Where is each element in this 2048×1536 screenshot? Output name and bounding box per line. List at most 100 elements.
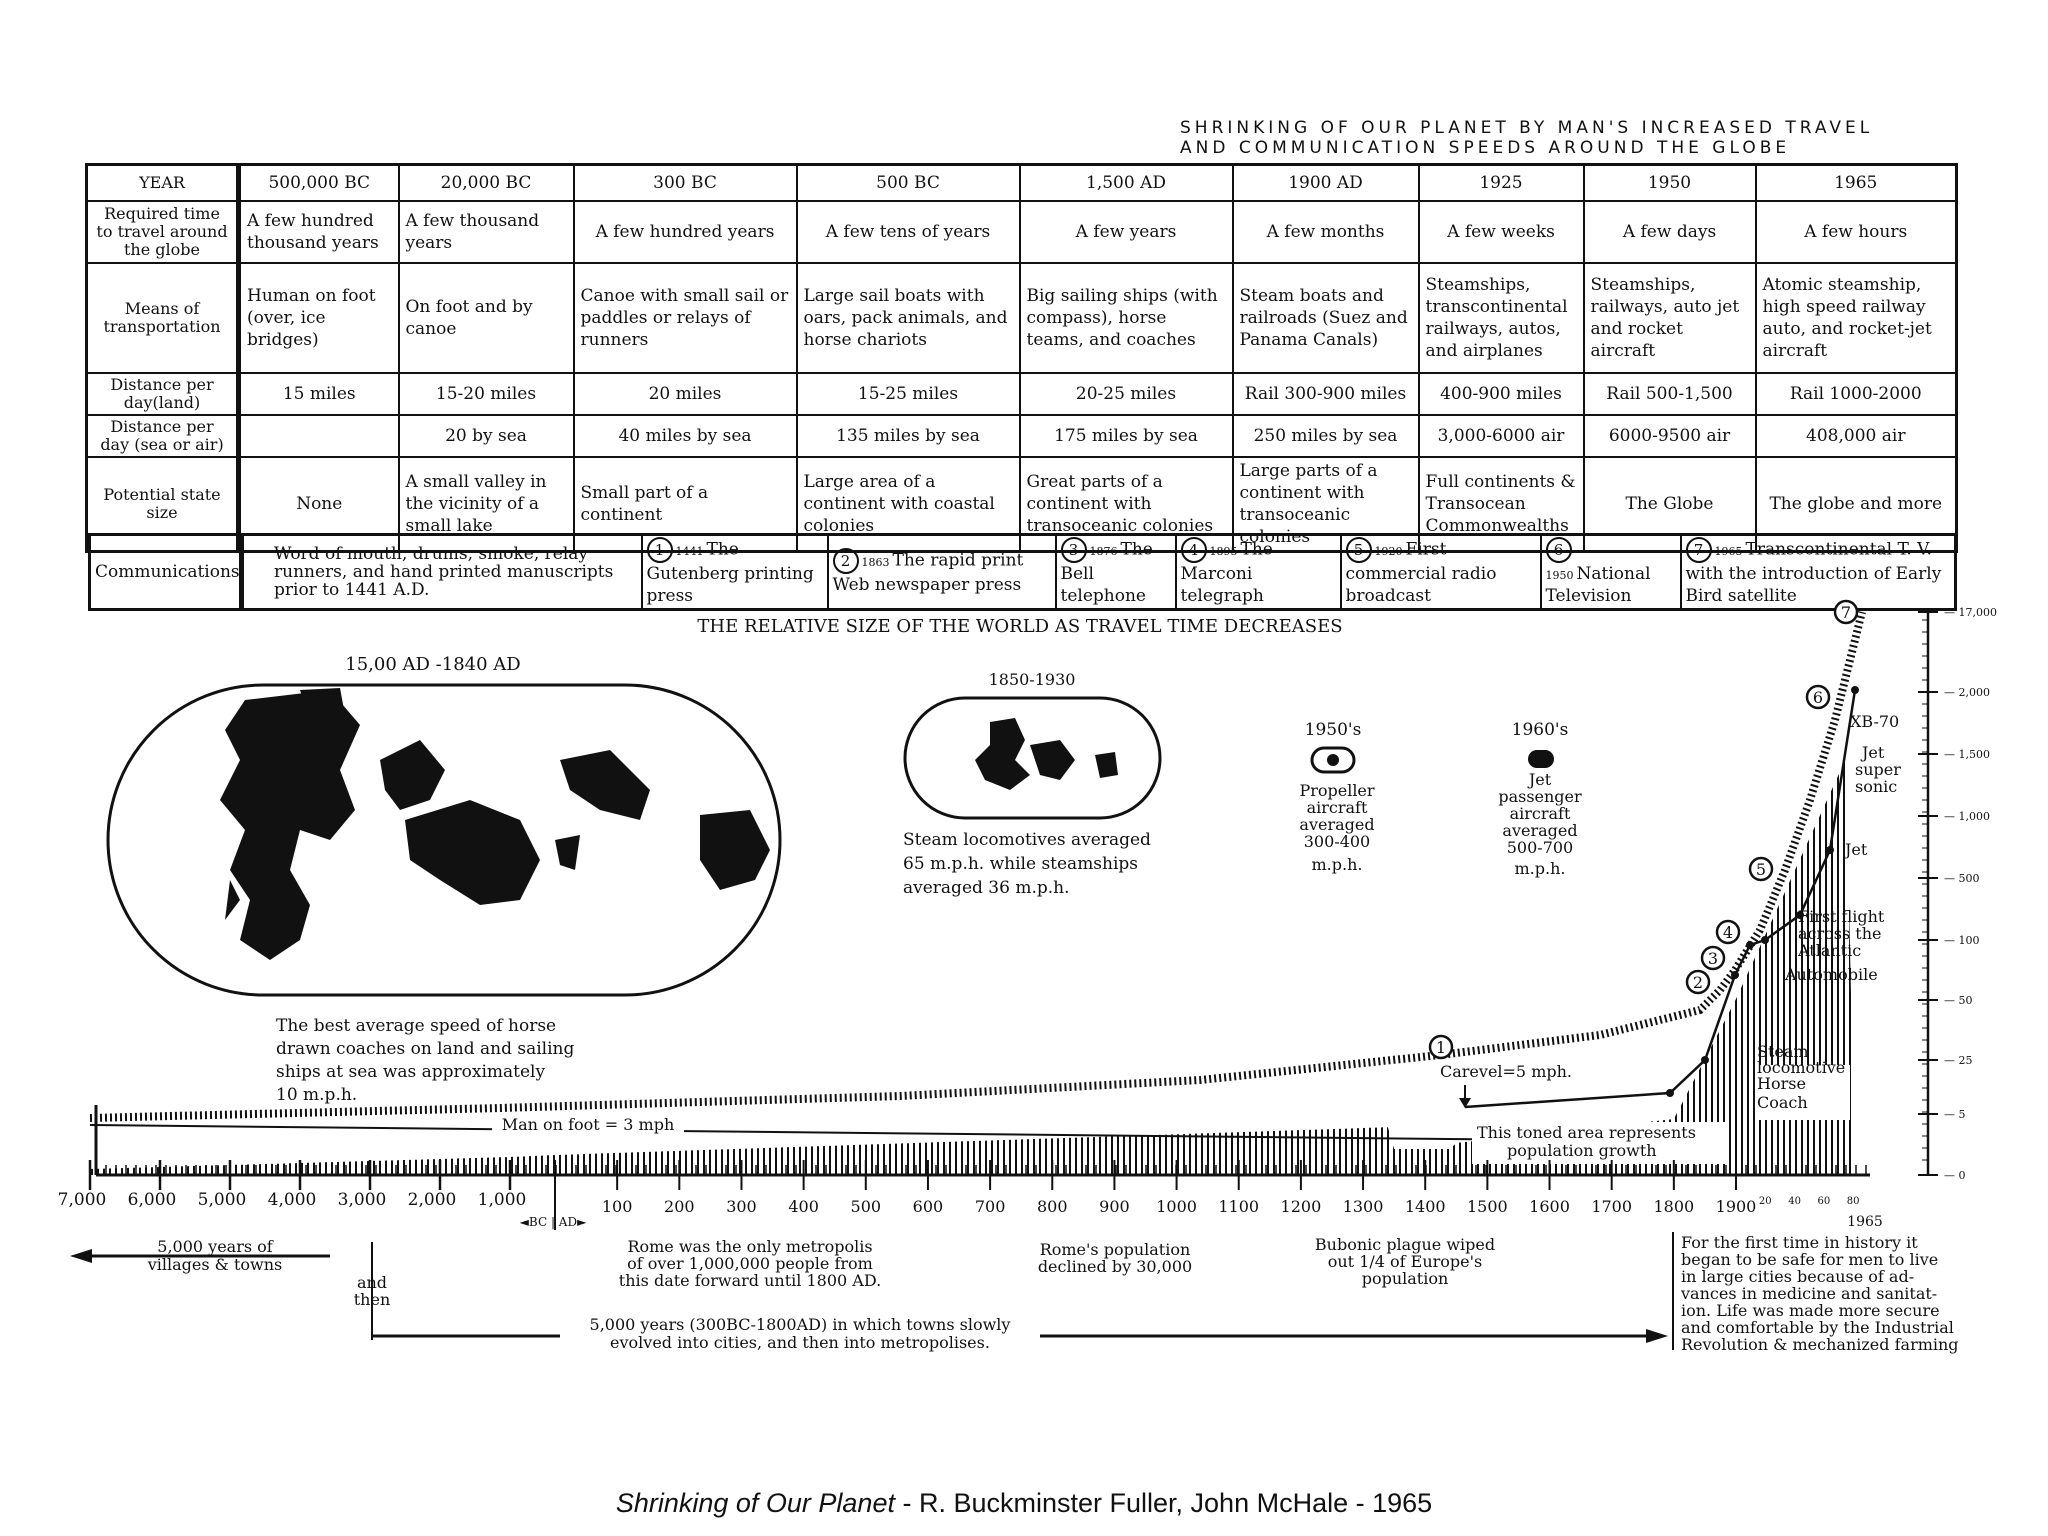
series-point [1701, 1056, 1709, 1064]
item-text: Transcontinental T. V. with the introduc… [1685, 539, 1942, 607]
number-5-circle-icon [1748, 856, 1774, 882]
header: SHRINKING OF OUR PLANET BY MAN'S INCREAS… [1180, 118, 1950, 158]
jet-super-label: sonic [1855, 777, 1897, 796]
series-point [1746, 941, 1754, 949]
year-cell: 1925 [1417, 163, 1585, 202]
table-cell: Large sail boats with oars, pack animals… [795, 261, 1021, 374]
x-tick-label-small: 40 [1788, 1196, 1801, 1207]
series-point [1826, 846, 1834, 854]
table-cell: 175 miles by sea [1018, 413, 1234, 458]
communications-dotted-curve [89, 611, 1866, 1122]
rome-text: this date forward until 1800 AD. [619, 1271, 881, 1290]
land-row: Distance per day(land) 15 miles 15-20 mi… [85, 371, 1958, 416]
series-point [1851, 686, 1859, 694]
item-year: 1895 [1209, 544, 1238, 558]
number-6-label: 6 [1813, 688, 1823, 707]
communication-item: 3 1876 The Bell telephone [1054, 533, 1177, 611]
number-1-icon: 1 [646, 537, 673, 563]
rome-text: Rome was the only metropolis [627, 1237, 872, 1256]
communications-table: Communications Word of mouth, drums, smo… [88, 533, 1957, 611]
globe-small-landmass [1327, 754, 1339, 766]
table-cell: A few hours [1754, 199, 1958, 264]
table-cell: Rail 300-900 miles [1231, 371, 1420, 416]
table-cell: 15 miles [237, 371, 400, 416]
table-cell: Big sailing ships (with compass), horse … [1018, 261, 1234, 374]
x-tick-label: 1700 [1591, 1197, 1632, 1216]
x-tick-label: 1200 [1281, 1197, 1322, 1216]
x-tick-label: 1000 [1156, 1197, 1197, 1216]
toned-area-label-bg [1472, 1122, 1727, 1164]
population-area [90, 759, 1855, 1175]
toned-area-label: population growth [1507, 1141, 1657, 1160]
table-cell: A few hundred years [572, 199, 798, 264]
table-cell: 40 miles by sea [572, 413, 798, 458]
map2-caption-line: 65 m.p.h. while steamships [903, 854, 1138, 874]
carevel-arrowhead-icon [1459, 1098, 1471, 1108]
first-flight-label: Atlantic [1797, 941, 1861, 960]
table-cell: 135 miles by sea [795, 413, 1021, 458]
number-6-circle-icon [1805, 684, 1831, 710]
jet-label: Jet [1843, 840, 1868, 859]
number-1-circle-icon [1428, 1034, 1454, 1060]
table-cell: A few years [1018, 199, 1234, 264]
table-cell: 20-25 miles [1018, 371, 1234, 416]
world-title: THE RELATIVE SIZE OF THE WORLD AS TRAVEL… [697, 616, 1342, 637]
series-point [1666, 1089, 1674, 1097]
row-header: Distance per day(land) [85, 371, 241, 416]
table-cell: Steamships, railways, auto jet and rocke… [1582, 261, 1757, 374]
p1960-caption-line: 500-700 [1507, 838, 1573, 857]
safe-text: Revolution & mechanized farming [1681, 1335, 1959, 1354]
sea-row: Distance per day (sea or air) 20 by sea … [85, 413, 1958, 458]
plague-text: out 1/4 of Europe's [1328, 1252, 1483, 1271]
communication-item: 6 1950 National Television [1539, 533, 1682, 611]
number-5-label: 5 [1756, 860, 1766, 879]
number-3-circle-icon [1700, 945, 1726, 971]
villages-text: villages & towns [147, 1255, 283, 1274]
cities-text: 5,000 years (300BC-1800AD) in which town… [590, 1315, 1011, 1334]
y-tick-label: — 1,500 [1944, 748, 1990, 761]
p1960-caption-line: m.p.h. [1515, 859, 1566, 878]
number-7-icon: 7 [1685, 537, 1712, 563]
communications-label: Communications [88, 533, 244, 611]
row-header: Required time to travel around the globe [85, 199, 241, 264]
safe-text: in large cities because of ad- [1681, 1267, 1914, 1286]
y-tick-label: — 17,000 [1944, 606, 1997, 619]
table-cell: 3,000-6000 air [1417, 413, 1585, 458]
x-tick-label: 100 [602, 1197, 633, 1216]
y-tick-label: — 0 [1944, 1169, 1966, 1182]
x-tick-label: 1300 [1343, 1197, 1384, 1216]
item-text: The Gutenberg printing press [646, 539, 814, 607]
table-cell: 20 miles [572, 371, 798, 416]
item-text: The rapid print Web newspaper press [832, 550, 1024, 596]
table-cell: Steam boats and railroads (Suez and Pana… [1231, 261, 1420, 374]
communication-item: 2 1863 The rapid print Web newspaper press [826, 533, 1057, 611]
table-cell: 408,000 air [1754, 413, 1958, 458]
number-3-icon: 3 [1060, 537, 1087, 563]
table-cell: Human on foot (over, ice bridges) [237, 261, 400, 374]
cities-text-bg [560, 1312, 1040, 1358]
series-point [1731, 971, 1739, 979]
y-tick-label: — 100 [1944, 934, 1980, 947]
number-2-icon: 2 [832, 548, 859, 574]
x-tick-label: 1800 [1653, 1197, 1694, 1216]
cities-text: evolved into cities, and then into metro… [610, 1333, 990, 1352]
number-2-circle-icon [1685, 969, 1711, 995]
p1960-caption-line: Jet [1527, 770, 1552, 789]
plague-text: Bubonic plague wiped [1315, 1235, 1495, 1254]
villages-text: 5,000 years of [157, 1237, 274, 1256]
jet-super-label: Jet [1860, 743, 1885, 762]
map2-caption-line: Steam locomotives averaged [903, 830, 1151, 850]
p1950-caption-line: m.p.h. [1312, 855, 1363, 874]
locomotive-label: locomotive [1757, 1058, 1845, 1077]
map1-label: 15,00 AD -1840 AD [345, 654, 520, 675]
number-1-label: 1 [1436, 1038, 1446, 1057]
x-tick-label: 600 [913, 1197, 944, 1216]
series-point [1761, 936, 1769, 944]
x-tick-label: 1500 [1467, 1197, 1508, 1216]
number-7-label: 7 [1841, 603, 1851, 622]
carevel-label: Carevel=5 mph. [1440, 1062, 1572, 1081]
and-then-text: then [354, 1290, 391, 1309]
rome-pop-text: declined by 30,000 [1038, 1257, 1192, 1276]
x-tick-label: 1600 [1529, 1197, 1570, 1216]
year-cell: 1900 AD [1231, 163, 1420, 202]
